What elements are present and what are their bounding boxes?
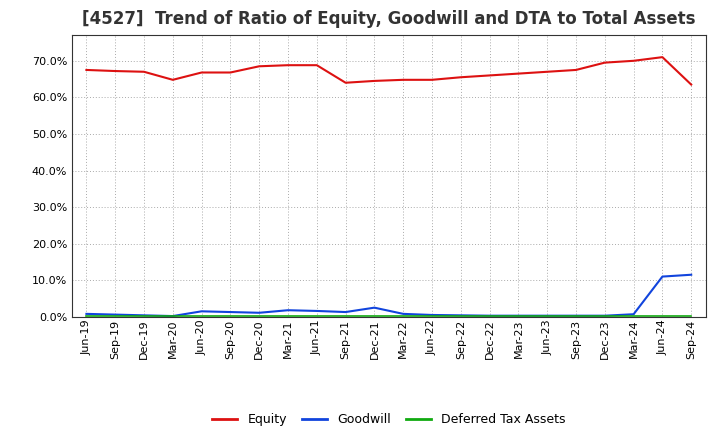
Goodwill	[543, 313, 552, 319]
Deferred Tax Assets	[284, 313, 292, 319]
Goodwill	[197, 309, 206, 314]
Deferred Tax Assets	[370, 313, 379, 319]
Deferred Tax Assets	[140, 313, 148, 319]
Goodwill	[514, 313, 523, 319]
Equity	[572, 67, 580, 73]
Goodwill	[168, 313, 177, 319]
Goodwill	[140, 313, 148, 318]
Equity	[197, 70, 206, 75]
Equity	[226, 70, 235, 75]
Deferred Tax Assets	[168, 313, 177, 319]
Deferred Tax Assets	[399, 313, 408, 319]
Equity	[658, 55, 667, 60]
Title: [4527]  Trend of Ratio of Equity, Goodwill and DTA to Total Assets: [4527] Trend of Ratio of Equity, Goodwil…	[82, 10, 696, 28]
Goodwill	[428, 312, 436, 318]
Goodwill	[629, 312, 638, 317]
Equity	[341, 80, 350, 85]
Deferred Tax Assets	[600, 313, 609, 319]
Goodwill	[485, 313, 494, 319]
Deferred Tax Assets	[687, 313, 696, 319]
Equity	[543, 69, 552, 74]
Equity	[370, 78, 379, 84]
Goodwill	[658, 274, 667, 279]
Equity	[284, 62, 292, 68]
Goodwill	[82, 311, 91, 316]
Equity	[111, 68, 120, 73]
Deferred Tax Assets	[514, 313, 523, 319]
Equity	[456, 75, 465, 80]
Equity	[399, 77, 408, 82]
Line: Equity: Equity	[86, 57, 691, 84]
Goodwill	[226, 309, 235, 315]
Equity	[514, 71, 523, 76]
Equity	[168, 77, 177, 82]
Deferred Tax Assets	[82, 313, 91, 319]
Equity	[140, 69, 148, 74]
Deferred Tax Assets	[572, 313, 580, 319]
Deferred Tax Assets	[456, 313, 465, 319]
Deferred Tax Assets	[341, 313, 350, 319]
Equity	[485, 73, 494, 78]
Deferred Tax Assets	[312, 313, 321, 319]
Equity	[312, 62, 321, 68]
Goodwill	[687, 272, 696, 277]
Deferred Tax Assets	[255, 313, 264, 319]
Deferred Tax Assets	[111, 313, 120, 319]
Goodwill	[456, 313, 465, 318]
Goodwill	[370, 305, 379, 310]
Deferred Tax Assets	[658, 313, 667, 319]
Goodwill	[312, 308, 321, 314]
Goodwill	[600, 313, 609, 319]
Line: Goodwill: Goodwill	[86, 275, 691, 316]
Goodwill	[111, 312, 120, 317]
Equity	[255, 64, 264, 69]
Deferred Tax Assets	[226, 313, 235, 319]
Deferred Tax Assets	[485, 313, 494, 319]
Deferred Tax Assets	[197, 313, 206, 319]
Goodwill	[399, 311, 408, 316]
Equity	[629, 58, 638, 63]
Deferred Tax Assets	[428, 313, 436, 319]
Legend: Equity, Goodwill, Deferred Tax Assets: Equity, Goodwill, Deferred Tax Assets	[212, 413, 565, 426]
Equity	[428, 77, 436, 82]
Deferred Tax Assets	[543, 313, 552, 319]
Goodwill	[341, 309, 350, 315]
Goodwill	[255, 310, 264, 315]
Equity	[600, 60, 609, 65]
Equity	[82, 67, 91, 73]
Goodwill	[572, 313, 580, 319]
Deferred Tax Assets	[629, 313, 638, 319]
Goodwill	[284, 308, 292, 313]
Equity	[687, 82, 696, 87]
